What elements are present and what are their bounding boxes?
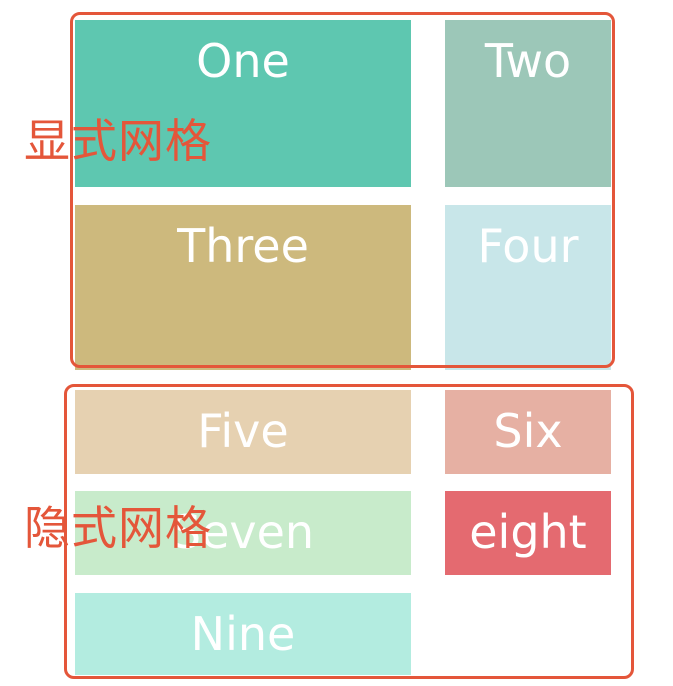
grid-cell-six: Six [445,390,611,474]
grid-cell-two: Two [445,20,611,187]
grid-cell-label: Five [197,404,289,458]
grid-cell-five: Five [75,390,411,474]
grid-cell-label: Two [484,34,572,88]
grid-cell-label: One [196,34,290,88]
grid-cell-label: Six [493,404,563,458]
grid-cell-one: One [75,20,411,187]
grid-cell-three: Three [75,205,411,370]
implicit-grid-label: 隐式网格 [24,501,212,555]
grid-cell-label: Four [477,219,579,273]
grid-cell-nine: Nine [75,593,411,675]
grid-cell-eight: eight [445,491,611,575]
explicit-grid-label: 显式网格 [24,114,212,168]
grid-cell-label: Nine [190,607,296,661]
grid-cell-label: eight [469,505,587,559]
grid-cell-label: Seven [171,505,315,559]
grid-cell-four: Four [445,205,611,370]
grid-cell-label: Three [177,219,309,273]
grid-cell-seven: Seven [75,491,411,575]
